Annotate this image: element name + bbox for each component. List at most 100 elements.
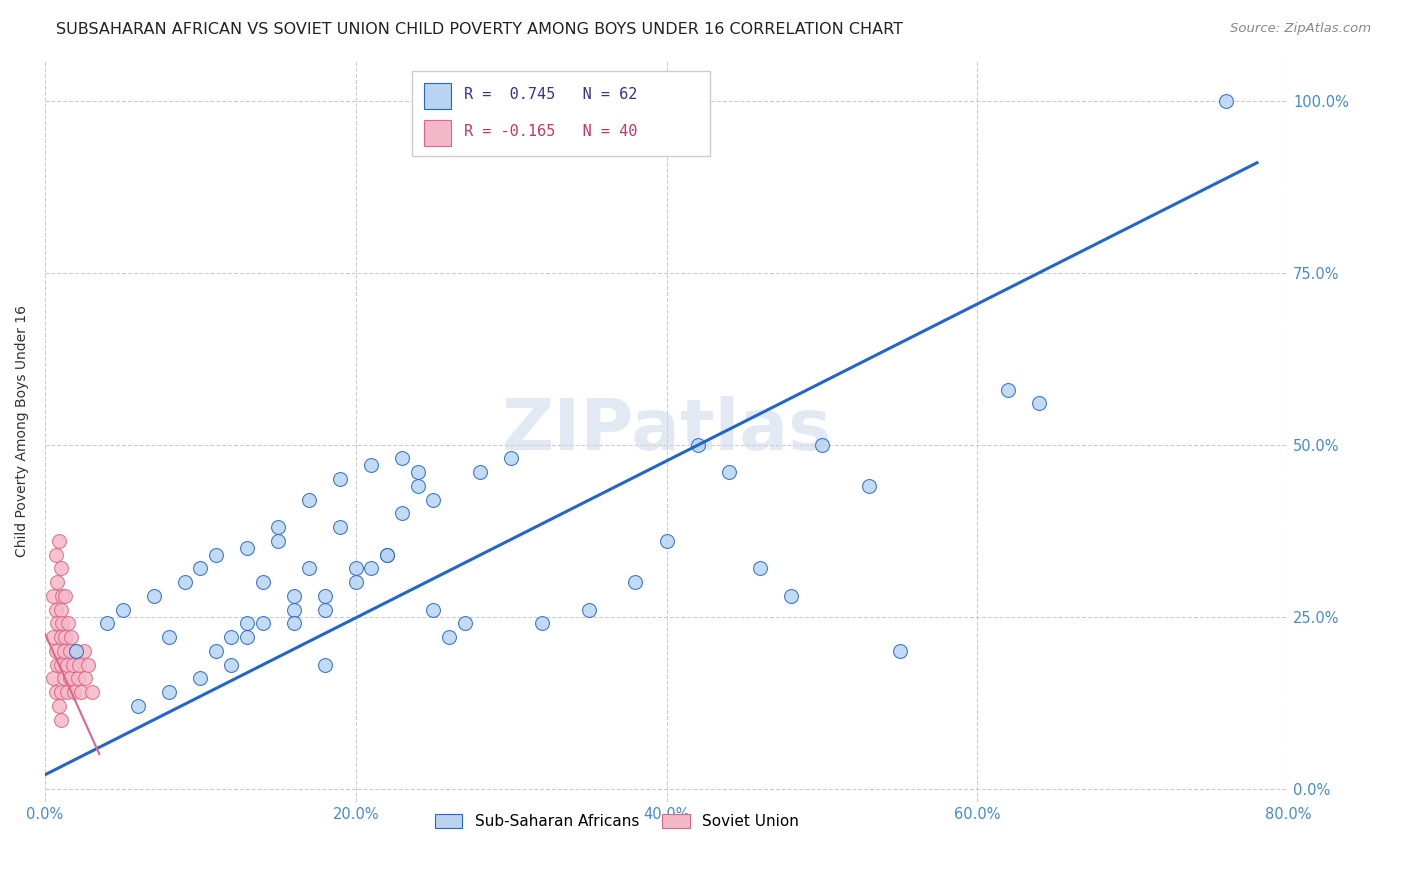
Point: [157, 685, 180, 699]
FancyBboxPatch shape: [412, 70, 710, 156]
Point: [1215, 94, 1237, 108]
Point: [531, 616, 554, 631]
Point: [58, 616, 80, 631]
Point: [59, 672, 82, 686]
Point: [221, 630, 243, 644]
Point: [1028, 396, 1050, 410]
Point: [65, 644, 87, 658]
Text: SUBSAHARAN AFRICAN VS SOVIET UNION CHILD POVERTY AMONG BOYS UNDER 16 CORRELATION: SUBSAHARAN AFRICAN VS SOVIET UNION CHILD…: [56, 22, 903, 37]
Point: [45, 644, 67, 658]
Point: [52, 672, 75, 686]
Point: [501, 94, 523, 108]
Point: [45, 685, 67, 699]
Point: [811, 438, 834, 452]
Point: [858, 479, 880, 493]
Point: [655, 533, 678, 548]
Point: [49, 630, 72, 644]
Point: [51, 616, 73, 631]
Point: [75, 672, 97, 686]
Point: [283, 616, 305, 631]
Point: [59, 644, 82, 658]
Point: [406, 465, 429, 479]
Point: [717, 465, 740, 479]
Point: [127, 698, 149, 713]
Point: [360, 458, 382, 473]
Point: [236, 630, 259, 644]
Point: [111, 603, 134, 617]
Point: [221, 657, 243, 672]
Point: [997, 383, 1019, 397]
Point: [314, 603, 336, 617]
Point: [578, 603, 600, 617]
Point: [49, 603, 72, 617]
Point: [73, 644, 96, 658]
Point: [48, 698, 70, 713]
Legend: Sub-Saharan Africans, Soviet Union: Sub-Saharan Africans, Soviet Union: [429, 808, 804, 836]
Text: R = -0.165   N = 40: R = -0.165 N = 40: [464, 124, 637, 139]
Point: [236, 616, 259, 631]
Point: [55, 657, 77, 672]
Point: [173, 575, 195, 590]
Point: [252, 616, 274, 631]
Point: [45, 603, 67, 617]
Point: [314, 657, 336, 672]
Point: [889, 644, 911, 658]
Point: [252, 575, 274, 590]
Y-axis label: Child Poverty Among Boys Under 16: Child Poverty Among Boys Under 16: [15, 305, 30, 557]
Point: [437, 630, 460, 644]
Point: [190, 672, 212, 686]
Text: ZIPatlas: ZIPatlas: [502, 396, 831, 466]
Point: [344, 575, 367, 590]
Point: [63, 685, 86, 699]
FancyBboxPatch shape: [425, 83, 451, 110]
Point: [344, 561, 367, 575]
Point: [329, 472, 352, 486]
Point: [55, 685, 77, 699]
Point: [298, 561, 321, 575]
Point: [205, 548, 228, 562]
Point: [49, 657, 72, 672]
Point: [190, 561, 212, 575]
Point: [406, 479, 429, 493]
Point: [49, 685, 72, 699]
Point: [205, 644, 228, 658]
Point: [48, 533, 70, 548]
Point: [80, 685, 103, 699]
Point: [51, 589, 73, 603]
Point: [748, 561, 770, 575]
Point: [360, 561, 382, 575]
Point: [375, 548, 398, 562]
Point: [52, 644, 75, 658]
Point: [283, 603, 305, 617]
Point: [45, 548, 67, 562]
Text: R =  0.745   N = 62: R = 0.745 N = 62: [464, 87, 637, 102]
FancyBboxPatch shape: [425, 120, 451, 146]
Point: [314, 589, 336, 603]
Point: [329, 520, 352, 534]
Point: [375, 548, 398, 562]
Point: [267, 520, 290, 534]
Point: [453, 616, 475, 631]
Point: [422, 603, 444, 617]
Point: [42, 672, 65, 686]
Point: [42, 630, 65, 644]
Point: [779, 589, 801, 603]
Point: [142, 589, 165, 603]
Point: [157, 630, 180, 644]
Point: [69, 685, 91, 699]
Point: [77, 657, 100, 672]
Point: [53, 630, 76, 644]
Point: [53, 589, 76, 603]
Point: [686, 438, 709, 452]
Point: [267, 533, 290, 548]
Point: [67, 657, 90, 672]
Point: [391, 451, 413, 466]
Point: [46, 616, 69, 631]
Point: [65, 644, 87, 658]
Point: [62, 657, 84, 672]
Point: [46, 657, 69, 672]
Point: [468, 465, 491, 479]
Point: [49, 713, 72, 727]
Point: [422, 492, 444, 507]
Point: [96, 616, 118, 631]
